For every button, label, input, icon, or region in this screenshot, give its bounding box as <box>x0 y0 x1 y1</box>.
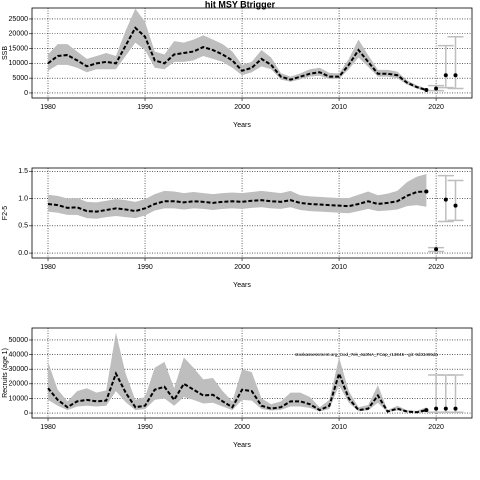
y-tick-label: 1.0 <box>18 195 28 202</box>
plot-frame <box>31 327 473 419</box>
last-estimate-point <box>424 189 429 194</box>
x-tick-label: 2020 <box>428 424 444 431</box>
y-axis-label: SSB <box>2 46 9 60</box>
projection-point <box>434 406 439 411</box>
x-tick-label: 1990 <box>137 424 153 431</box>
x-tick-label: 2000 <box>234 424 250 431</box>
y-tick-label: 10000 <box>9 395 29 402</box>
y-tick-label: 5000 <box>12 75 28 82</box>
x-tick-label: 2010 <box>331 104 347 111</box>
plot-frame <box>31 7 473 99</box>
projection-point <box>453 73 458 78</box>
x-tick-label: 1990 <box>137 264 153 271</box>
y-tick-label: 20000 <box>9 31 29 38</box>
y-tick-label: 40000 <box>9 351 29 358</box>
annotation: stockassessment.org_Cod_7ek_4a3NA_FCap_r… <box>295 352 438 357</box>
y-tick-label: 30000 <box>9 366 29 373</box>
projection-point <box>443 73 448 78</box>
x-tick-label: 2020 <box>428 264 444 271</box>
x-axis-label: Years <box>233 122 251 129</box>
confidence-band <box>48 8 427 92</box>
x-axis-label: Years <box>233 282 251 289</box>
y-tick-label: 0.0 <box>18 250 28 257</box>
x-tick-label: 2010 <box>331 264 347 271</box>
estimate-line <box>47 370 427 414</box>
y-tick-label: 1.5 <box>18 168 28 175</box>
projection-point <box>453 406 458 411</box>
y-tick-label: 50000 <box>9 337 29 344</box>
x-tick-label: 2010 <box>331 424 347 431</box>
projection-point <box>443 406 448 411</box>
y-tick-label: 15000 <box>9 45 29 52</box>
x-tick-label: 2020 <box>428 104 444 111</box>
x-tick-label: 1980 <box>40 264 56 271</box>
estimate-line <box>47 190 427 213</box>
y-axis-label: F2-5 <box>2 206 9 221</box>
x-tick-label: 2000 <box>234 264 250 271</box>
chart-title: hit MSY Btrigger <box>205 0 276 9</box>
y-tick-label: 10000 <box>9 60 29 67</box>
confidence-band <box>48 332 427 413</box>
x-axis-label: Years <box>233 442 251 449</box>
confidence-band <box>48 174 427 219</box>
x-tick-label: 1990 <box>137 104 153 111</box>
last-estimate-point <box>424 88 429 93</box>
plot-frame <box>31 167 473 259</box>
x-tick-label: 2000 <box>234 104 250 111</box>
projection-point <box>434 86 439 91</box>
y-tick-label: 20000 <box>9 381 29 388</box>
x-tick-label: 1980 <box>40 424 56 431</box>
x-tick-label: 1980 <box>40 104 56 111</box>
projection-point <box>453 203 458 208</box>
last-estimate-point <box>424 408 429 413</box>
y-axis-label: Recruits (age 1) <box>2 348 9 398</box>
y-tick-label: 0 <box>24 90 28 97</box>
projection-point <box>434 247 439 252</box>
projection-point <box>443 197 448 202</box>
estimate-line <box>47 26 427 91</box>
y-tick-label: 25000 <box>9 16 29 23</box>
y-tick-label: 0.5 <box>18 223 28 230</box>
y-tick-label: 0 <box>24 410 28 417</box>
